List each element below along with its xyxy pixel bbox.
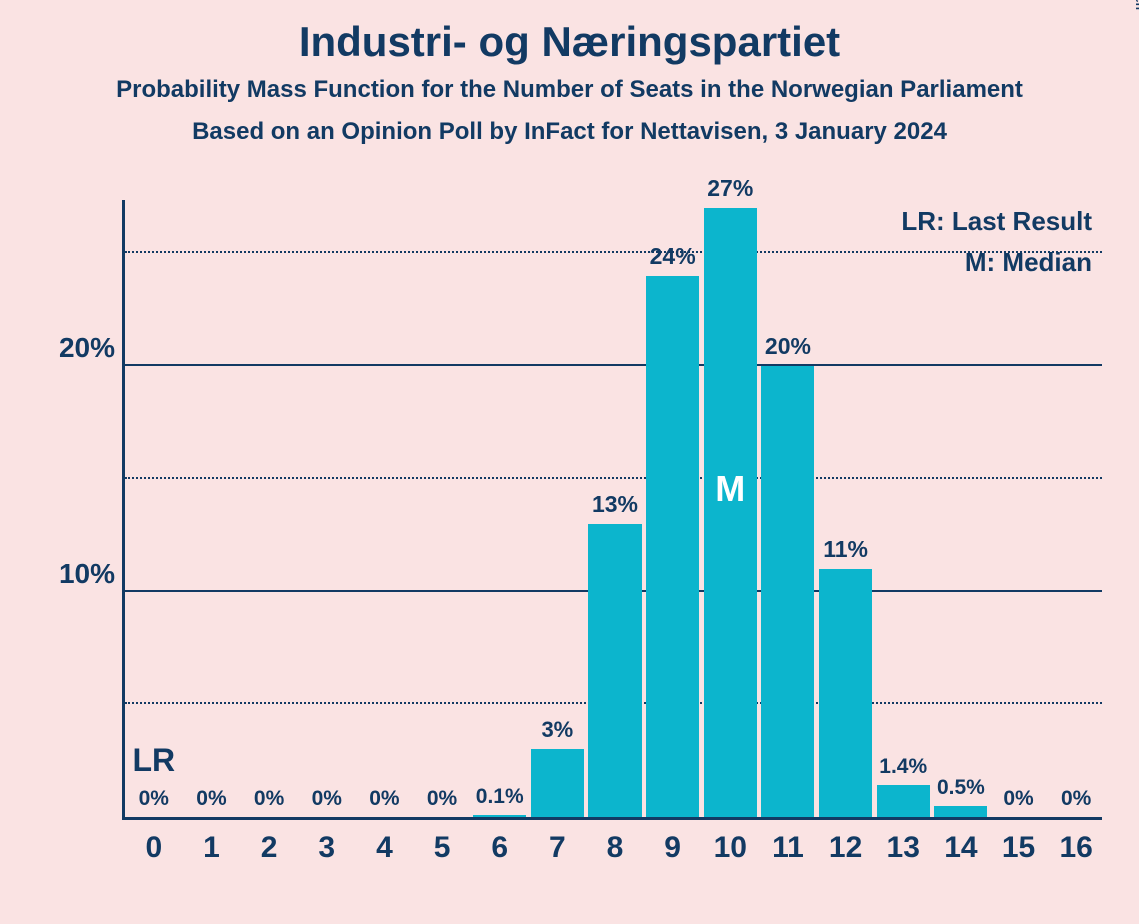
gridline (125, 364, 1102, 366)
bar-value-label: 20% (765, 333, 811, 360)
x-tick-label: 13 (887, 831, 920, 865)
bar (761, 366, 814, 817)
x-tick-label: 8 (607, 831, 624, 865)
x-tick-label: 11 (772, 831, 804, 865)
copyright-text: © 2025 Filip van Laenen (1133, 0, 1139, 10)
bar-value-label: 0% (1061, 787, 1091, 811)
y-tick-label: 10% (55, 558, 115, 590)
x-tick-label: 16 (1059, 831, 1092, 865)
x-tick-label: 6 (491, 831, 508, 865)
x-tick-label: 10 (714, 831, 747, 865)
bar-value-label: 3% (541, 717, 573, 743)
chart-subtitle-2: Based on an Opinion Poll by InFact for N… (0, 118, 1139, 146)
x-tick-label: 14 (944, 831, 977, 865)
x-tick-label: 12 (829, 831, 862, 865)
bar (531, 749, 584, 817)
bar (877, 785, 930, 817)
bar-value-label: 0% (312, 787, 342, 811)
x-tick-label: 0 (145, 831, 162, 865)
x-tick-label: 7 (549, 831, 566, 865)
bar-value-label: 0% (427, 787, 457, 811)
gridline-minor (125, 251, 1102, 253)
bar-value-label: 1.4% (879, 755, 927, 779)
bar-value-label: 0% (196, 787, 226, 811)
legend-lr: LR: Last Result (901, 206, 1092, 237)
x-tick-label: 1 (203, 831, 220, 865)
x-tick-label: 9 (664, 831, 681, 865)
bar-value-label: 0% (139, 787, 169, 811)
bar-value-label: 11% (823, 536, 868, 563)
bar (819, 569, 872, 817)
bar-value-label: 0.1% (476, 785, 524, 809)
bar-value-label: 13% (592, 491, 638, 518)
bar-value-label: 27% (707, 175, 753, 202)
bar-value-label: 24% (650, 243, 696, 270)
chart-title: Industri- og Næringspartiet (0, 0, 1139, 66)
bar (934, 806, 987, 817)
lr-marker: LR (132, 742, 175, 779)
x-tick-label: 4 (376, 831, 393, 865)
bar-value-label: 0% (1003, 787, 1033, 811)
bar (588, 524, 641, 817)
median-marker: M (715, 468, 745, 510)
bar-value-label: 0% (254, 787, 284, 811)
x-tick-label: 15 (1002, 831, 1035, 865)
chart-subtitle-1: Probability Mass Function for the Number… (0, 76, 1139, 104)
x-tick-label: 3 (318, 831, 335, 865)
gridline-minor (125, 477, 1102, 479)
bar-value-label: 0.5% (937, 776, 985, 800)
legend: LR: Last Result M: Median (901, 206, 1092, 288)
bar (704, 208, 757, 817)
chart-container: LR: Last Result M: Median 10%20%0%00%10%… (52, 200, 1112, 900)
x-tick-label: 5 (434, 831, 451, 865)
y-tick-label: 20% (55, 332, 115, 364)
bar (473, 815, 526, 817)
bar (646, 276, 699, 817)
bar-value-label: 0% (369, 787, 399, 811)
plot-area: LR: Last Result M: Median 10%20%0%00%10%… (122, 200, 1102, 820)
x-tick-label: 2 (261, 831, 278, 865)
